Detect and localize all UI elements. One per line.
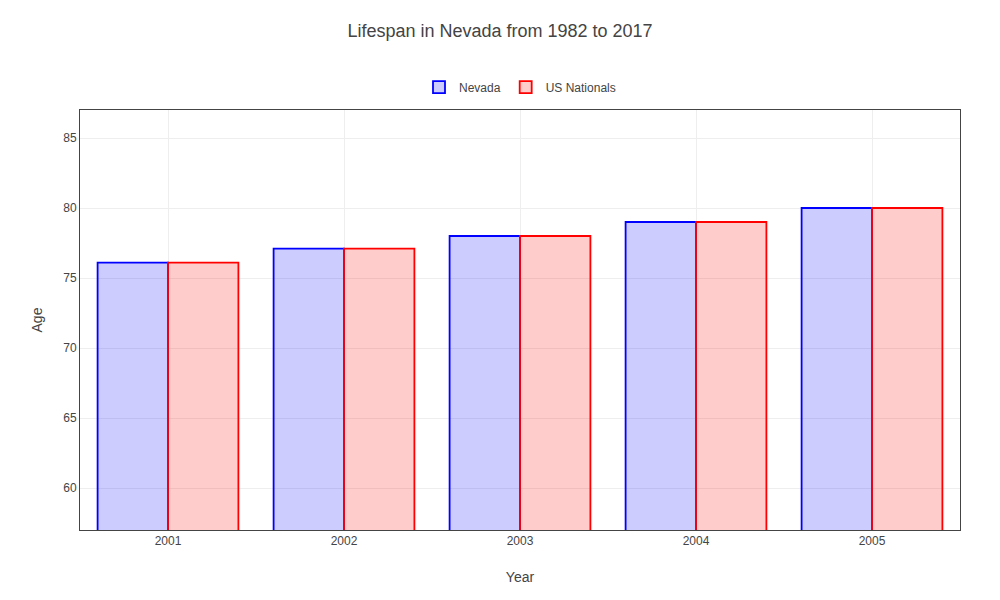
svg-text:2002: 2002 [331, 534, 358, 548]
svg-text:70: 70 [63, 341, 77, 355]
svg-text:85: 85 [63, 131, 77, 145]
svg-text:65: 65 [63, 411, 77, 425]
svg-text:Nevada: Nevada [459, 81, 501, 95]
svg-text:60: 60 [63, 481, 77, 495]
svg-text:2005: 2005 [859, 534, 886, 548]
svg-text:75: 75 [63, 271, 77, 285]
svg-text:80: 80 [63, 201, 77, 215]
svg-text:Age: Age [29, 307, 45, 332]
svg-text:2001: 2001 [155, 534, 182, 548]
svg-text:Lifespan in Nevada from 1982 t: Lifespan in Nevada from 1982 to 2017 [347, 21, 652, 41]
svg-text:US Nationals: US Nationals [546, 81, 616, 95]
svg-text:2003: 2003 [507, 534, 534, 548]
svg-text:2004: 2004 [683, 534, 710, 548]
svg-text:Year: Year [506, 569, 535, 585]
